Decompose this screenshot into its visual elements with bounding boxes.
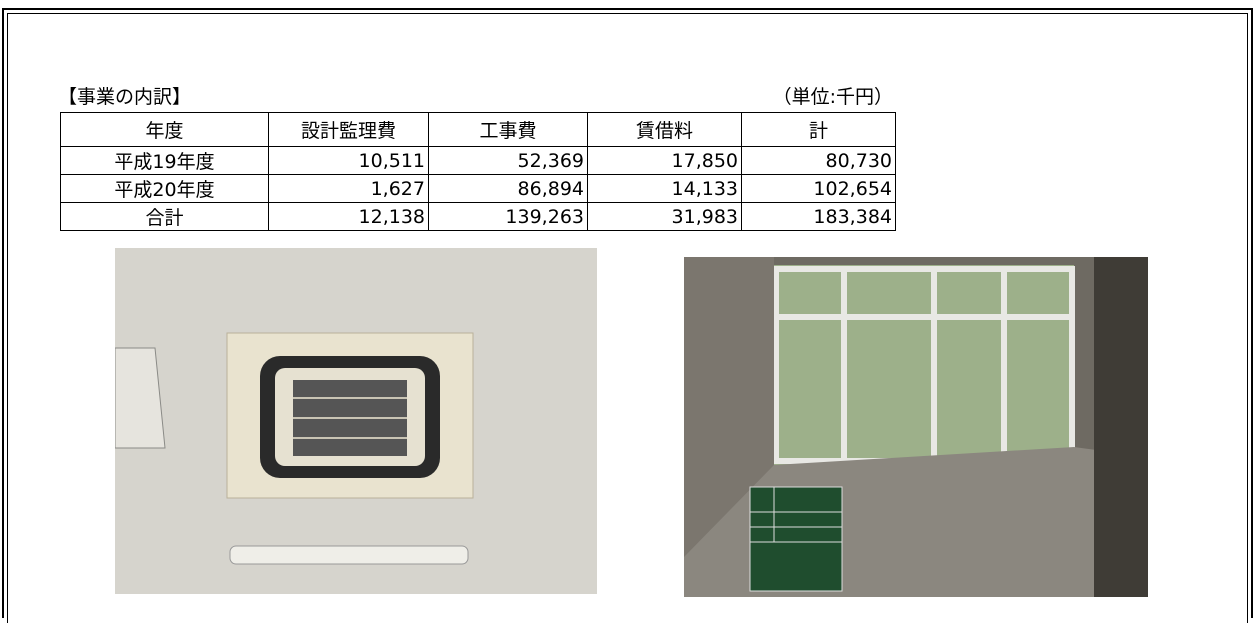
cell: 52,369 <box>429 147 588 175</box>
header-row: 年度設計監理費工事費賃借料計 <box>61 113 896 147</box>
cell: 86,894 <box>429 175 588 203</box>
column-header: 設計監理費 <box>269 113 429 147</box>
page: {"section": {"heading": "【事業の内訳】", "unit… <box>0 0 1259 610</box>
cell: 17,850 <box>588 147 742 175</box>
cell: 80,730 <box>742 147 896 175</box>
cell: 31,983 <box>588 203 742 231</box>
column-header: 工事費 <box>429 113 588 147</box>
column-header: 計 <box>742 113 896 147</box>
cell: 10,511 <box>269 147 429 175</box>
cell: 183,384 <box>742 203 896 231</box>
cell: 14,133 <box>588 175 742 203</box>
row-label: 合計 <box>61 203 269 231</box>
cell: 1,627 <box>269 175 429 203</box>
section-heading: 【事業の内訳】 <box>58 82 191 109</box>
cell: 12,138 <box>269 203 429 231</box>
row-label: 平成19年度 <box>61 147 269 175</box>
unit-note: （単位:千円） <box>773 82 893 109</box>
photo-construction-site <box>684 257 1148 597</box>
column-header: 賃借料 <box>588 113 742 147</box>
cell: 139,263 <box>429 203 588 231</box>
cell: 102,654 <box>742 175 896 203</box>
column-header: 年度 <box>61 113 269 147</box>
row-label: 平成20年度 <box>61 175 269 203</box>
photo-air-conditioner <box>115 248 597 594</box>
